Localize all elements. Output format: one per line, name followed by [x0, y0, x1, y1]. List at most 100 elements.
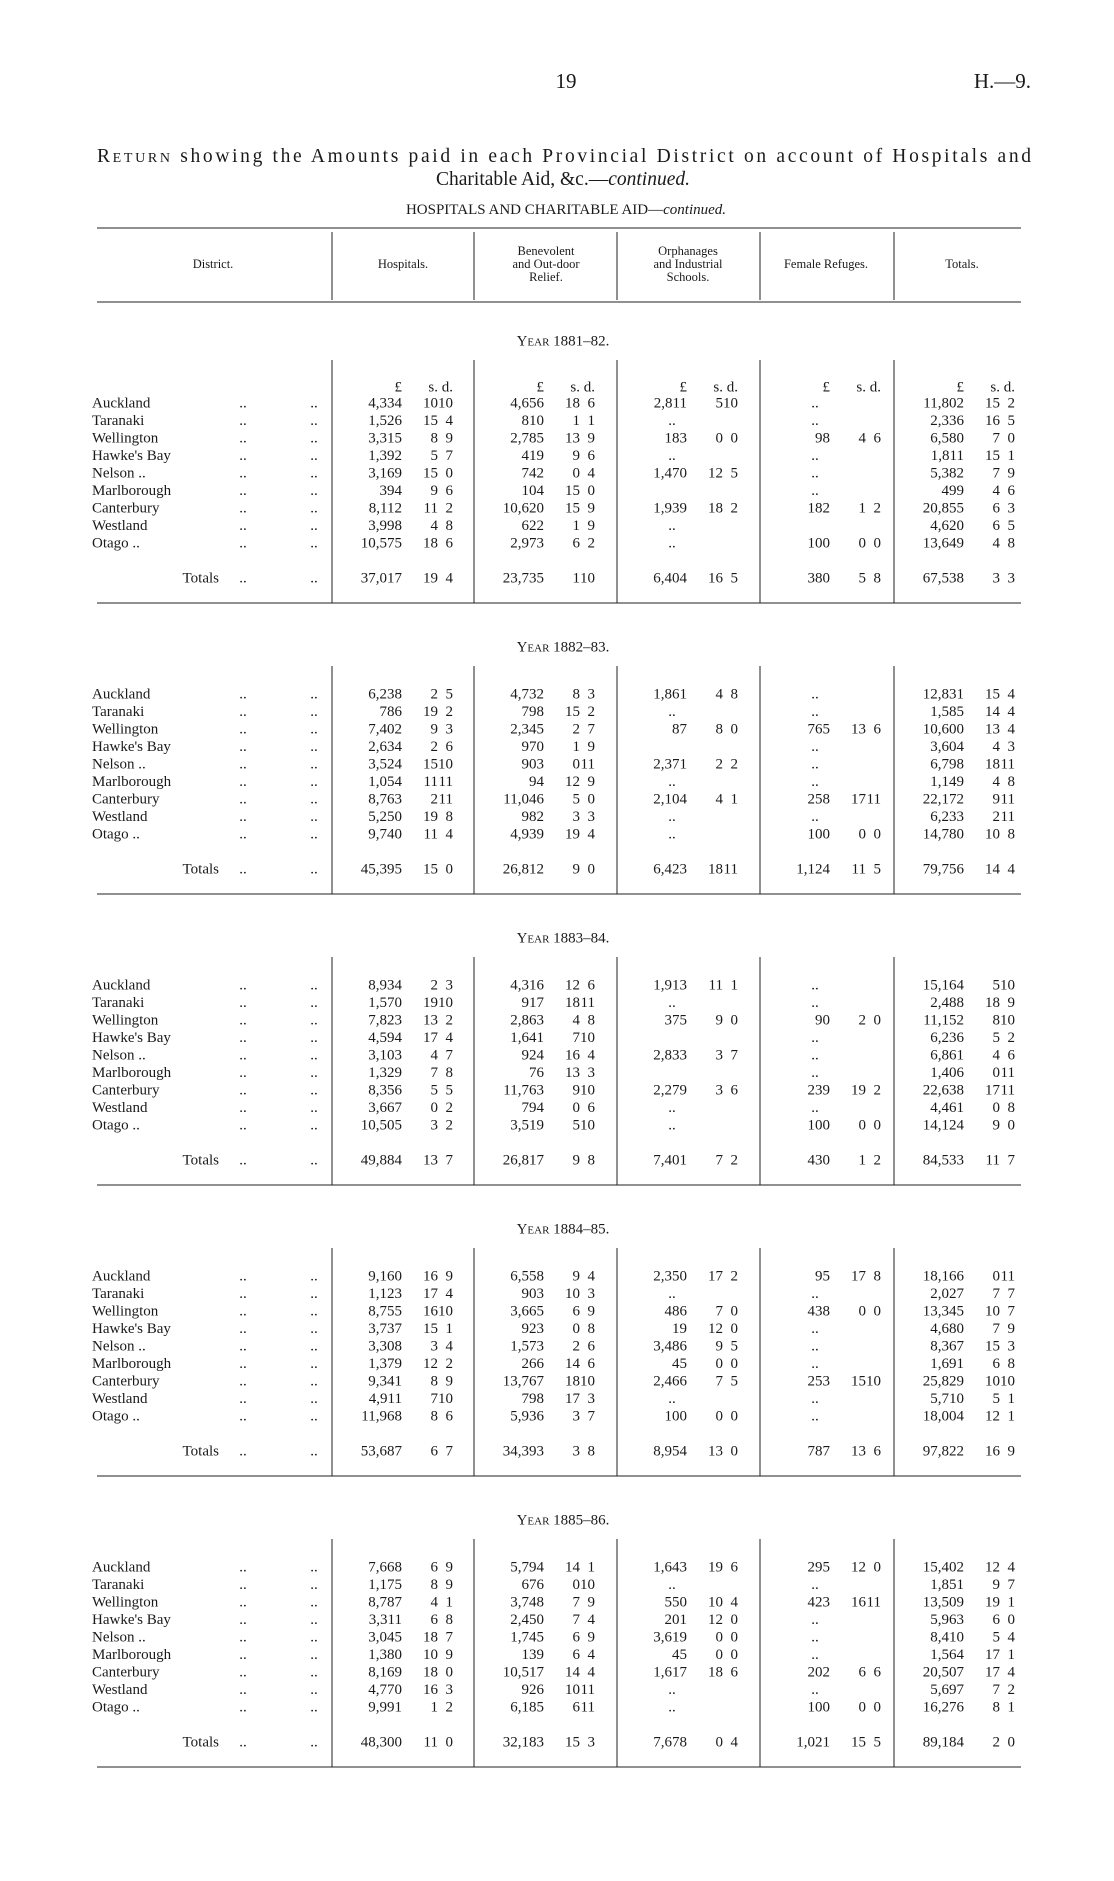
amount: 16 — [423, 1682, 439, 1698]
amount: 622 — [522, 518, 545, 534]
amount: 1,406 — [930, 1065, 964, 1081]
amount: 15,402 — [923, 1559, 964, 1575]
leader: .. — [239, 739, 247, 755]
leader: .. — [239, 1682, 247, 1698]
amount: 4,620 — [930, 518, 964, 534]
amount: 7 — [446, 1443, 454, 1459]
amount: 16 — [985, 413, 1001, 429]
leader: .. — [310, 1356, 318, 1372]
amount: 2 — [446, 1117, 454, 1133]
amount: 8,954 — [653, 1443, 687, 1459]
district: Hawke's Bay — [92, 448, 171, 464]
amount: 0 — [731, 1321, 739, 1337]
amount: 7 — [716, 1152, 724, 1168]
leader: .. — [239, 430, 247, 446]
leader: .. — [239, 977, 247, 993]
amount: 0 — [716, 430, 724, 446]
district: Nelson .. — [92, 465, 146, 481]
amount: 19 — [985, 1594, 1000, 1610]
amount: 0 — [731, 1303, 739, 1319]
nil: .. — [811, 774, 819, 790]
amount: 11 — [1001, 791, 1015, 807]
amount: 11 — [424, 826, 438, 842]
amount: 5 — [993, 1629, 1001, 1645]
amount: 8 — [731, 686, 739, 702]
amount: 0 — [874, 535, 882, 551]
unit: s. — [990, 379, 1000, 395]
leader: .. — [239, 1286, 247, 1302]
amount: 10 — [723, 395, 738, 411]
amount: 32,183 — [503, 1734, 544, 1750]
amount: 16 — [851, 1594, 867, 1610]
amount: 0 — [859, 1699, 867, 1715]
amount: 15 — [565, 1734, 580, 1750]
amount: 11 — [1001, 1065, 1015, 1081]
amount: 10 — [580, 1373, 595, 1389]
district: Nelson .. — [92, 1338, 146, 1354]
amount: 100 — [808, 1117, 831, 1133]
amount: 4,770 — [368, 1682, 402, 1698]
leader: .. — [239, 1664, 247, 1680]
amount: 6,423 — [653, 861, 687, 877]
amount: 53,687 — [361, 1443, 403, 1459]
amount: 0 — [874, 1012, 882, 1028]
district: Westland — [92, 518, 148, 534]
amount: 14 — [565, 1356, 581, 1372]
amount: 9 — [1008, 1443, 1016, 1459]
leader: .. — [239, 1373, 247, 1389]
amount: 10 — [438, 395, 453, 411]
amount: 295 — [808, 1559, 831, 1575]
amount: 8 — [431, 430, 439, 446]
amount: 3 — [1008, 739, 1016, 755]
amount: 6 — [573, 535, 581, 551]
amount: 11 — [867, 1594, 881, 1610]
amount: 13,345 — [923, 1303, 964, 1319]
district: Westland — [92, 809, 148, 825]
amount: 10 — [423, 395, 438, 411]
unit: d. — [870, 379, 881, 395]
totals-label: Totals — [183, 861, 220, 877]
amount: 0 — [859, 1117, 867, 1133]
amount: 6 — [573, 1303, 581, 1319]
amount: 2,811 — [654, 395, 687, 411]
amount: 2 — [993, 809, 1001, 825]
district: Wellington — [92, 430, 159, 446]
leader: .. — [310, 791, 318, 807]
amount: 9 — [573, 1082, 581, 1098]
amount: 903 — [522, 756, 545, 772]
amount: 13 — [565, 430, 580, 446]
amount: 7,401 — [653, 1152, 687, 1168]
amount: 17 — [565, 1391, 581, 1407]
amount: 0 — [573, 465, 581, 481]
leader: .. — [310, 977, 318, 993]
amount: 202 — [808, 1664, 831, 1680]
amount: 37,017 — [361, 570, 403, 586]
leader: .. — [239, 1303, 247, 1319]
leader: .. — [310, 995, 318, 1011]
amount: 100 — [808, 535, 831, 551]
nil: .. — [811, 1030, 819, 1046]
unit: £ — [957, 379, 965, 395]
amount: 4 — [588, 1612, 596, 1628]
column-header: Female Refuges. — [784, 257, 868, 271]
amount: 7 — [993, 430, 1001, 446]
amount: 18 — [423, 1629, 438, 1645]
amount: 6 — [588, 395, 596, 411]
amount: 18 — [708, 1664, 723, 1680]
amount: 11 — [424, 774, 438, 790]
amount: 7 — [431, 1065, 439, 1081]
amount: 11 — [1001, 1268, 1015, 1284]
amount: 0 — [716, 1356, 724, 1372]
amount: 16 — [423, 1268, 439, 1284]
district: Taranaki — [92, 704, 144, 720]
unit: £ — [395, 379, 403, 395]
amount: 5,382 — [930, 465, 964, 481]
amount: 10 — [438, 1391, 453, 1407]
amount: 22,172 — [923, 791, 964, 807]
amount: 1,380 — [368, 1647, 402, 1663]
amount: 2,279 — [653, 1082, 687, 1098]
amount: 786 — [380, 704, 403, 720]
leader: .. — [310, 413, 318, 429]
amount: 49,884 — [361, 1152, 403, 1168]
amount: 16 — [423, 1303, 439, 1319]
